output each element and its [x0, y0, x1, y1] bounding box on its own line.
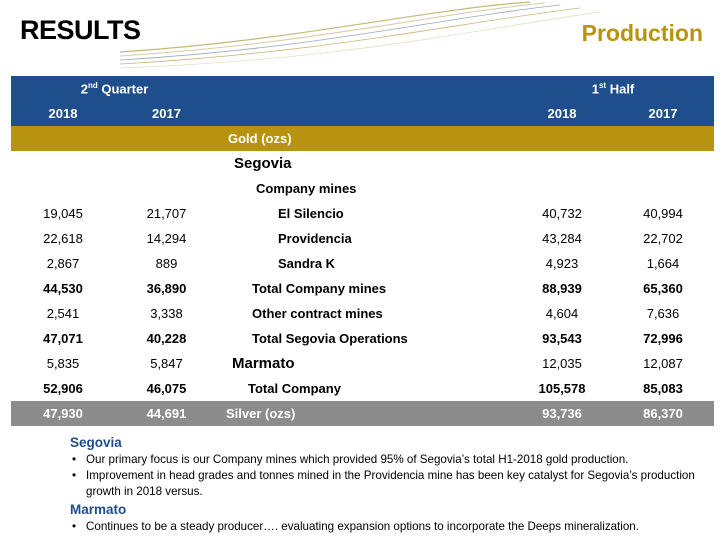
- cell-value: 85,083: [643, 381, 683, 396]
- bullet-icon: •: [72, 520, 77, 533]
- cell-value: 22,618: [43, 231, 83, 246]
- commentary-notes: Segovia • Our primary focus is our Compan…: [70, 433, 700, 535]
- bullet-text: Our primary focus is our Company mines w…: [86, 453, 629, 466]
- cell-value: 47,930: [11, 401, 115, 426]
- table-row: 2,867 889 Sandra K 4,923 1,664: [11, 251, 714, 276]
- segovia-notes-heading: Segovia: [70, 435, 122, 450]
- cell-value: 4,923: [545, 256, 579, 271]
- header-swoosh-decoration: [119, 1, 601, 69]
- row-label: Segovia: [234, 155, 292, 172]
- cell-value: 22,702: [643, 231, 683, 246]
- cell-value: 2,541: [46, 306, 80, 321]
- cell-value: 105,578: [538, 381, 586, 396]
- cell-value: 889: [155, 256, 178, 271]
- cell-value: 93,736: [512, 401, 612, 426]
- row-label: Total Segovia Operations: [252, 331, 408, 346]
- list-item: • Continues to be a steady producer…. eva…: [70, 519, 700, 535]
- blank-header-cell: [218, 101, 512, 126]
- year-header: 2018: [512, 101, 612, 126]
- production-table: 2nd Quarter 1st Half 2018 2017 2018 2017…: [11, 76, 714, 426]
- table-row: Segovia: [11, 151, 714, 176]
- row-label: Total Company mines: [252, 281, 387, 296]
- row-label: Marmato: [232, 355, 295, 372]
- table-row: 22,618 14,294 Providencia 43,284 22,702: [11, 226, 714, 251]
- cell-value: 40,994: [643, 206, 683, 221]
- cell-value: 46,075: [146, 381, 187, 396]
- cell-value: 2,867: [46, 256, 80, 271]
- row-label: Company mines: [256, 181, 357, 196]
- cell-value: 14,294: [146, 231, 187, 246]
- row-label: Sandra K: [278, 256, 336, 271]
- year-header-row: 2018 2017 2018 2017: [11, 101, 714, 126]
- cell-value: 93,543: [542, 331, 582, 346]
- cell-value: 44,530: [43, 281, 83, 296]
- silver-row: 47,930 44,691 Silver (ozs) 93,736 86,370: [11, 401, 714, 426]
- cell-value: 65,360: [643, 281, 683, 296]
- list-item: • Our primary focus is our Company mines …: [70, 452, 700, 468]
- slide-title: RESULTS: [20, 15, 141, 45]
- year-header: 2018: [11, 101, 115, 126]
- cell-value: 47,071: [43, 331, 83, 346]
- row-label: Other contract mines: [252, 306, 383, 321]
- row-label: Total Company: [248, 381, 341, 396]
- year-header: 2017: [115, 101, 218, 126]
- bullet-text: Improvement in head grades and tonnes mi…: [86, 469, 695, 498]
- table-row: 52,906 46,075 Total Company 105,578 85,0…: [11, 376, 714, 401]
- cell-value: 7,636: [646, 306, 680, 321]
- first-half-header: 1st Half: [512, 76, 714, 101]
- cell-value: 40,732: [542, 206, 582, 221]
- table-row: 19,045 21,707 El Silencio 40,732 40,994: [11, 201, 714, 226]
- table-row: 44,530 36,890 Total Company mines 88,939…: [11, 276, 714, 301]
- second-quarter-header: 2nd Quarter: [11, 76, 218, 101]
- list-item: • Improvement in head grades and tonnes m…: [70, 468, 700, 500]
- marmato-bullet-list: • Continues to be a steady producer…. eva…: [70, 519, 700, 535]
- slide-subtitle: Production: [581, 20, 703, 46]
- cell-value: 12,035: [542, 356, 582, 371]
- cell-value: 4,604: [545, 306, 579, 321]
- table-row: Company mines: [11, 176, 714, 201]
- cell-value: 5,847: [150, 356, 183, 371]
- cell-value: 86,370: [612, 401, 714, 426]
- table-row: 2,541 3,338 Other contract mines 4,604 7…: [11, 301, 714, 326]
- cell-value: 44,691: [115, 401, 218, 426]
- cell-value: 5,835: [46, 356, 80, 371]
- gold-section-row: Gold (ozs): [11, 126, 714, 151]
- bullet-icon: •: [72, 469, 77, 482]
- marmato-notes-heading: Marmato: [70, 502, 127, 517]
- blank-header-cell: [218, 76, 512, 101]
- silver-label: Silver (ozs): [218, 401, 512, 426]
- cell-value: 72,996: [643, 331, 683, 346]
- cell-value: 21,707: [146, 206, 187, 221]
- table-row: 47,071 40,228 Total Segovia Operations 9…: [11, 326, 714, 351]
- cell-value: 1,664: [646, 256, 680, 271]
- period-header-row: 2nd Quarter 1st Half: [11, 76, 714, 101]
- cell-value: 52,906: [43, 381, 83, 396]
- segovia-bullet-list: • Our primary focus is our Company mines …: [70, 452, 700, 500]
- row-label: El Silencio: [278, 206, 344, 221]
- cell-value: 88,939: [542, 281, 582, 296]
- gold-label: Gold (ozs): [218, 126, 512, 151]
- year-header: 2017: [612, 101, 714, 126]
- cell-value: 3,338: [150, 306, 183, 321]
- cell-value: 12,087: [643, 356, 683, 371]
- cell-value: 43,284: [542, 231, 582, 246]
- bullet-text: Continues to be a steady producer…. eval…: [86, 520, 639, 533]
- cell-value: 19,045: [43, 206, 83, 221]
- cell-value: 36,890: [146, 281, 187, 296]
- cell-value: 40,228: [146, 331, 187, 346]
- row-label: Providencia: [278, 231, 352, 246]
- table-row: 5,835 5,847 Marmato 12,035 12,087: [11, 351, 714, 376]
- bullet-icon: •: [72, 453, 77, 466]
